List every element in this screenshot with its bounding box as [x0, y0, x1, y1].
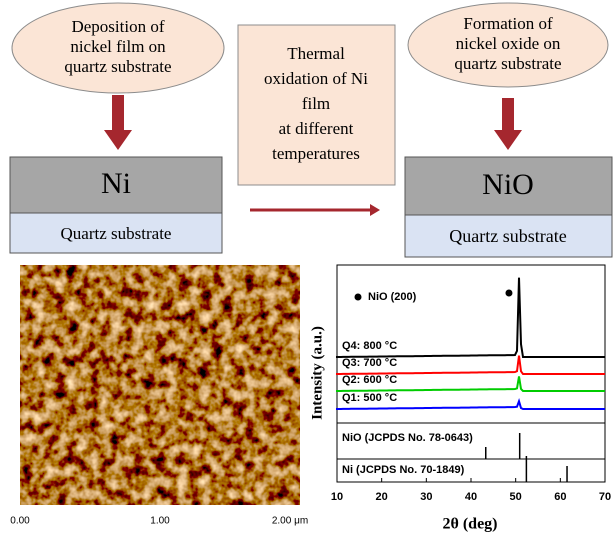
step-text: quartz substrate	[454, 54, 561, 73]
afm-tick-label: 1.00	[150, 516, 170, 527]
arrow-head	[370, 204, 380, 216]
x-tick-label: 30	[420, 491, 432, 503]
series-label: Q3: 700 °C	[342, 357, 397, 369]
layer-label: NiO	[482, 168, 534, 201]
step-text: Thermal	[287, 44, 345, 63]
afm-tick-label: 0.00	[10, 516, 30, 527]
figure: Ni Quartz substrate NiO Quartz substrate…	[0, 0, 613, 539]
step-text: Formation of	[463, 14, 553, 33]
x-tick-label: 60	[554, 491, 566, 503]
afm-tick-label: 2.00 μm	[272, 516, 308, 527]
x-tick-label: 40	[465, 491, 477, 503]
step-text: nickel film on	[70, 37, 166, 56]
step-text: film	[302, 94, 330, 113]
afm-image	[20, 265, 300, 505]
reference-label: Ni (JCPDS No. 70-1849)	[342, 464, 465, 476]
layer-label: Quartz substrate	[61, 224, 172, 243]
series-label: Q2: 600 °C	[342, 374, 397, 386]
layer-label: Quartz substrate	[449, 226, 566, 246]
xrd-chart: 2θ (deg) Intensity (a.u.) NiO (200) 10 20…	[309, 265, 611, 533]
x-tick-label: 50	[510, 491, 522, 503]
x-tick-label: 10	[331, 491, 343, 503]
legend-label: NiO (200)	[368, 291, 417, 303]
peak-marker	[505, 290, 512, 297]
reference-label: NiO (JCPDS No. 78-0643)	[342, 432, 473, 444]
x-axis-label: 2θ (deg)	[442, 516, 497, 533]
step-text: quartz substrate	[64, 57, 171, 76]
y-axis-label: Intensity (a.u.)	[309, 326, 325, 420]
step-text: nickel oxide on	[456, 34, 561, 53]
series-label: Q4: 800 °C	[342, 340, 397, 352]
x-tick-label: 70	[599, 491, 611, 503]
arrow	[494, 98, 522, 150]
legend-marker	[355, 294, 362, 301]
series-label: Q1: 500 °C	[342, 392, 397, 404]
step-text: at different	[279, 119, 354, 138]
step-text: oxidation of Ni	[264, 69, 368, 88]
step-text: temperatures	[272, 144, 360, 163]
step-text: Deposition of	[71, 17, 164, 36]
arrow	[104, 95, 132, 150]
x-tick-label: 20	[376, 491, 388, 503]
layer-label: Ni	[101, 167, 131, 200]
